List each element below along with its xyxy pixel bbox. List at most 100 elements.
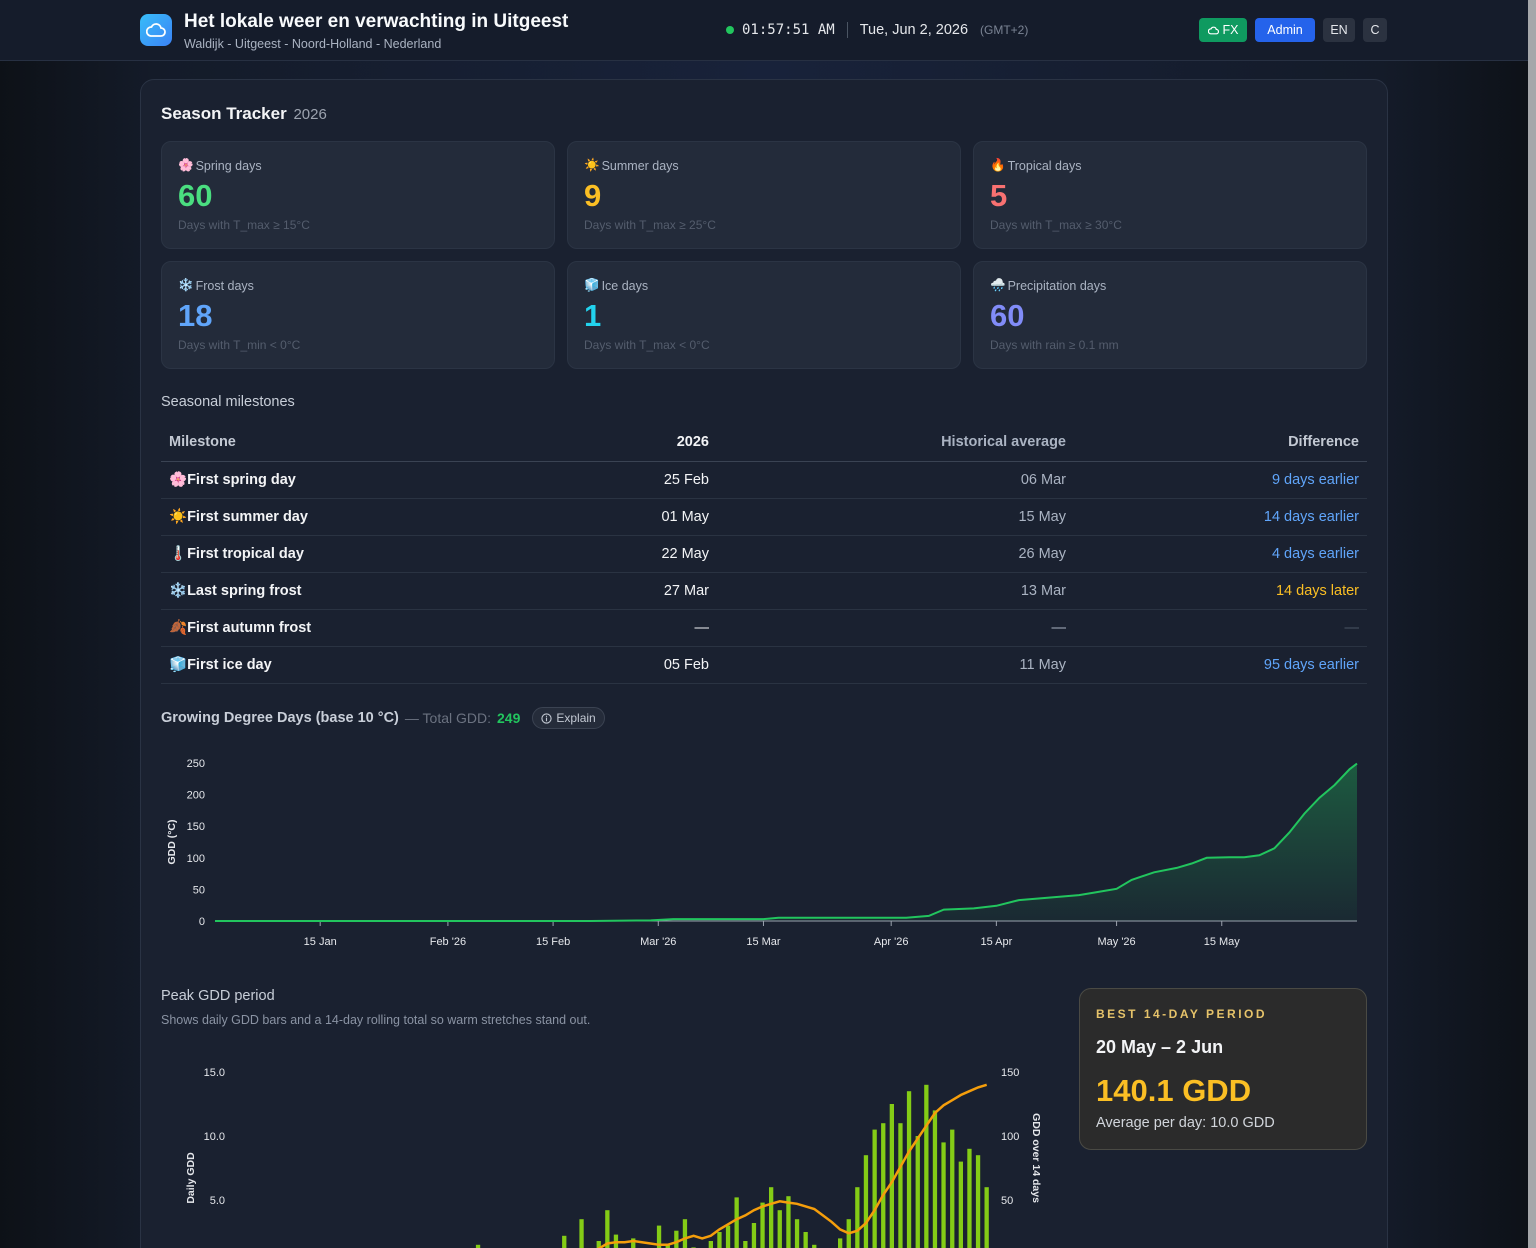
stat-icon: ☀️: [584, 158, 600, 172]
explain-button-label: Explain: [556, 711, 596, 725]
column-header-difference: Difference: [1074, 424, 1367, 462]
daily-gdd-bar: [777, 1210, 782, 1248]
milestone-current: 01 May: [501, 498, 717, 536]
table-row: 🍂First autumn frost — — —: [161, 609, 1367, 647]
y-tick-label: 250: [187, 758, 205, 770]
milestones-table: Milestone 2026 Historical average Differ…: [161, 424, 1367, 684]
unit-button[interactable]: C: [1363, 18, 1387, 42]
column-header-milestone: Milestone: [161, 424, 501, 462]
milestone-difference: 95 days earlier: [1074, 646, 1367, 684]
stat-description: Days with T_max ≥ 30°C: [990, 218, 1122, 232]
stat-label: ☀️ Summer days: [584, 158, 679, 173]
milestone-difference: 14 days earlier: [1074, 498, 1367, 536]
stat-description: Days with T_max ≥ 15°C: [178, 218, 310, 232]
milestone-icon: 🍂: [169, 620, 188, 636]
daily-gdd-bar: [717, 1232, 722, 1248]
clock-date: Tue, Jun 2, 2026: [859, 22, 969, 38]
stat-label: 🔥 Tropical days: [990, 158, 1081, 173]
best-period-card: BEST 14-DAY PERIOD 20 May – 2 Jun 140.1 …: [1079, 988, 1367, 1150]
stat-value: 60: [178, 178, 213, 213]
milestone-name: First autumn frost: [187, 620, 312, 636]
daily-gdd-bar: [838, 1238, 843, 1248]
stat-label: 🧊 Ice days: [584, 278, 648, 293]
y2-tick-label: 100: [1001, 1131, 1019, 1143]
panel-title-text: Season Tracker: [161, 104, 287, 123]
column-header-average: Historical average: [717, 424, 1074, 462]
stat-description: Days with T_min < 0°C: [178, 338, 301, 352]
daily-gdd-bar: [656, 1225, 662, 1248]
stat-icon: 🌧️: [990, 278, 1006, 292]
fx-button[interactable]: FX: [1199, 18, 1247, 42]
y-tick-label: 100: [187, 853, 205, 865]
table-row: ❄️Last spring frost 27 Mar 13 Mar 14 days l…: [161, 572, 1367, 610]
daily-gdd-bar: [708, 1241, 713, 1248]
y-axis-title: Daily GDD: [185, 1152, 197, 1204]
stat-label-text: Frost days: [195, 278, 254, 293]
y2-axis-title: GDD over 14 days: [1030, 1113, 1042, 1203]
peak-title: Peak GDD period: [161, 988, 275, 1004]
stat-label-text: Summer days: [601, 158, 679, 173]
daily-gdd-bar: [760, 1202, 765, 1248]
stat-label: ❄️ Frost days: [178, 278, 254, 293]
language-button[interactable]: EN: [1323, 18, 1355, 42]
milestone-average: 06 Mar: [717, 461, 1074, 499]
milestone-current: 27 Mar: [501, 572, 717, 610]
milestone-difference: 4 days earlier: [1074, 535, 1367, 573]
table-row: 🌡️First tropical day 22 May 26 May 4 days e…: [161, 535, 1367, 573]
stat-description: Days with T_max < 0°C: [584, 338, 710, 352]
x-tick-label: 15 Apr: [980, 936, 1012, 948]
fx-button-label: FX: [1222, 23, 1239, 37]
stat-value: 60: [990, 298, 1025, 333]
daily-gdd-bar: [915, 1136, 920, 1248]
table-row: ☀️First summer day 01 May 15 May 14 days ea…: [161, 498, 1367, 536]
milestone-name: First summer day: [187, 509, 308, 525]
clock-time: 01:57:51 AM: [742, 22, 835, 38]
daily-gdd-bar: [881, 1123, 886, 1248]
timezone-label: (GMT+2): [980, 23, 1029, 37]
stat-value: 1: [584, 298, 602, 333]
x-tick-label: Mar '26: [640, 936, 676, 948]
daily-gdd-bar: [794, 1219, 800, 1248]
milestone-name: First ice day: [187, 657, 272, 673]
y-tick-label: 150: [187, 821, 205, 833]
milestone-name: First spring day: [187, 472, 296, 488]
milestone-icon: 🌡️: [169, 546, 188, 562]
peak-subtitle: Shows daily GDD bars and a 14-day rollin…: [161, 1013, 591, 1027]
location-breadcrumb: Waldijk - Uitgeest - Noord-Holland - Ned…: [184, 37, 442, 51]
table-row: 🧊First ice day 05 Feb 11 May 95 days earlie…: [161, 646, 1367, 684]
stat-card: ❄️ Frost days 18 Days with T_min < 0°C: [161, 261, 555, 369]
best-period-gdd: 140.1 GDD: [1096, 1073, 1252, 1108]
daily-gdd-bar: [562, 1235, 567, 1248]
x-tick-label: 15 Mar: [746, 936, 781, 948]
daily-gdd-bar: [674, 1230, 679, 1248]
daily-gdd-bar: [958, 1161, 963, 1248]
milestone-average: —: [717, 609, 1074, 647]
daily-gdd-bar: [984, 1187, 989, 1248]
panel-title: Season Tracker 2026: [161, 104, 327, 124]
gdd-title: Growing Degree Days (base 10 °C): [161, 710, 399, 726]
daily-gdd-bar: [605, 1210, 610, 1248]
cloud-icon: [146, 23, 166, 37]
daily-gdd-bar: [812, 1244, 817, 1248]
milestone-icon: 🧊: [169, 657, 188, 673]
best-period-average: Average per day: 10.0 GDD: [1096, 1115, 1275, 1131]
divider: [846, 22, 848, 38]
daily-gdd-bar: [872, 1129, 877, 1248]
page-scrollbar[interactable]: [1528, 0, 1536, 1248]
top-actions: FX Admin EN C: [1199, 18, 1387, 42]
app-title: Het lokale weer en verwachting in Uitgee…: [184, 11, 569, 32]
milestone-average: 11 May: [717, 646, 1074, 684]
daily-gdd-bar: [855, 1187, 860, 1248]
y-tick-label: 10.0: [204, 1131, 225, 1143]
admin-button[interactable]: Admin: [1255, 18, 1315, 42]
table-header-row: Milestone 2026 Historical average Differ…: [161, 424, 1367, 462]
y-tick-label: 15.0: [204, 1067, 225, 1079]
x-tick-label: Feb '26: [430, 936, 466, 948]
app-logo[interactable]: [140, 14, 172, 46]
stat-icon: ❄️: [178, 278, 194, 292]
stat-value: 9: [584, 178, 602, 213]
y-tick-label: 5.0: [210, 1195, 225, 1207]
stat-icon: 🧊: [584, 278, 600, 292]
explain-button[interactable]: Explain: [532, 707, 605, 729]
x-tick-label: Apr '26: [874, 936, 909, 948]
